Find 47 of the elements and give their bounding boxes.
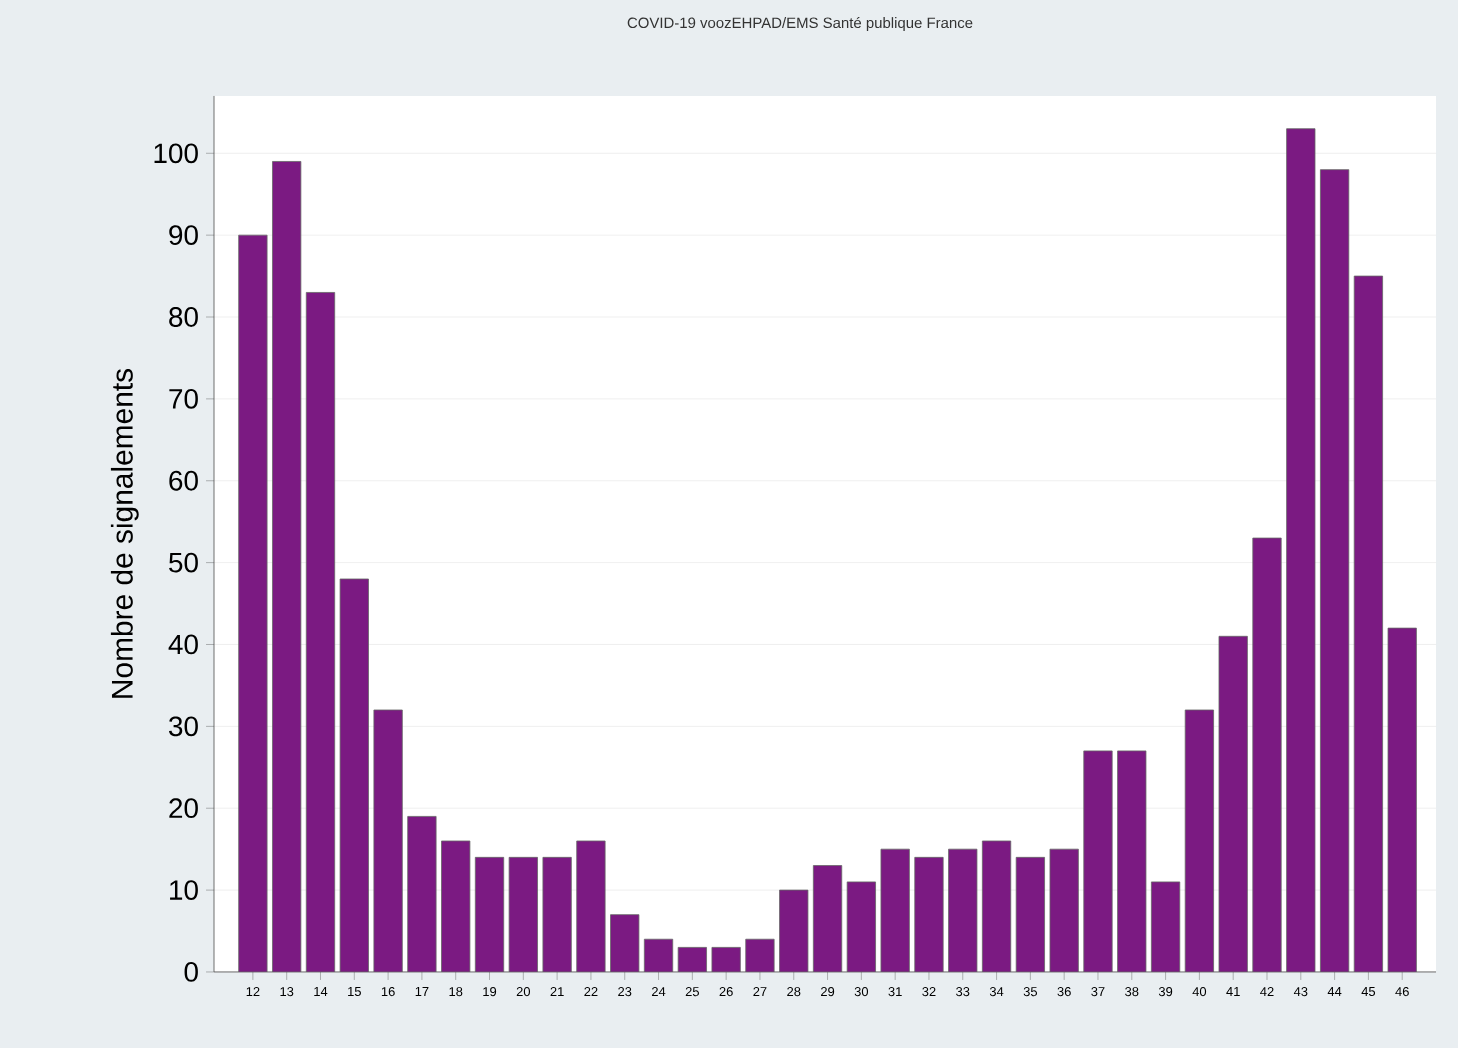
bar [272,161,302,972]
y-tick-label: 0 [184,962,198,982]
bar [1320,169,1350,972]
bar [1353,275,1383,972]
y-tick-label: 80 [169,307,198,327]
bar [880,848,910,972]
y-tick-label: 100 [154,143,198,164]
y-tick-label: 60 [169,470,198,491]
bar [745,938,775,972]
bar [441,840,471,972]
bar [305,292,336,972]
bar [610,914,640,972]
bar [914,856,944,972]
bar [1286,128,1316,972]
bar [373,709,403,972]
y-tick-label: 30 [169,716,198,737]
bar [981,840,1012,972]
bar [1218,635,1248,972]
bar [812,865,843,972]
y-tick-label: 70 [169,388,198,409]
y-tick-label: 50 [169,552,198,573]
bar [643,938,674,972]
y-tick-label: 40 [168,634,198,655]
bar [407,816,437,972]
bar [474,856,505,972]
bar [1387,627,1417,972]
bar [238,234,268,972]
bar [1049,848,1079,972]
bar [339,578,369,972]
y-tick-label: 20 [169,798,198,819]
bar [542,856,572,972]
bar [576,840,606,972]
bar [508,856,538,972]
bar [1150,881,1181,972]
bar [1252,537,1282,972]
bar [677,947,707,972]
bar [1117,750,1147,972]
y-tick-label: 10 [170,880,198,900]
bar [1083,750,1113,972]
bar [711,947,741,972]
bar [1015,856,1045,972]
bar [779,889,809,972]
bar [846,881,876,972]
y-tick-label: 90 [169,225,198,246]
bar [1184,709,1214,972]
y-axis-title: Nombre de signalements [110,369,139,698]
bar [948,848,978,972]
